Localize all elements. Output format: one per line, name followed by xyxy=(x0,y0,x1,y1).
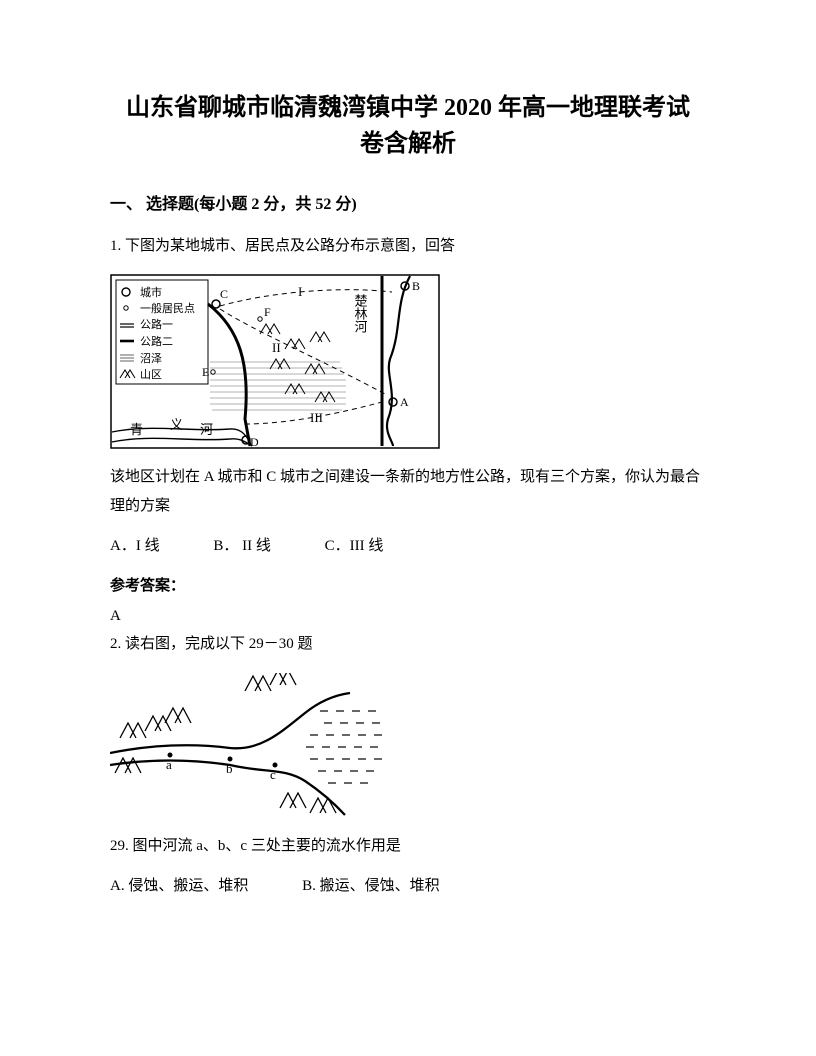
svg-text:F: F xyxy=(264,305,271,319)
svg-text:III: III xyxy=(310,410,323,425)
q1-option-a: A．I 线 xyxy=(110,534,160,558)
title-line-1: 山东省聊城市临清魏湾镇中学 2020 年高一地理联考试 xyxy=(126,95,690,121)
svg-text:城市: 城市 xyxy=(140,285,162,299)
svg-text:c: c xyxy=(270,767,276,782)
svg-text:公路一: 公路一 xyxy=(140,318,173,331)
river-svg: a b c xyxy=(110,673,410,818)
svg-text:B: B xyxy=(412,279,420,293)
svg-text:沼泽: 沼泽 xyxy=(140,351,162,365)
page-title: 山东省聊城市临清魏湾镇中学 2020 年高一地理联考试 卷含解析 xyxy=(110,90,706,162)
svg-text:II: II xyxy=(272,340,281,355)
svg-text:河: 河 xyxy=(200,422,213,437)
q1-answer: A xyxy=(110,604,706,628)
section-heading: 一、 选择题(每小题 2 分，共 52 分) xyxy=(110,192,706,218)
svg-text:a: a xyxy=(166,757,172,772)
answer-label: 参考答案： xyxy=(110,574,706,598)
q2-stem: 2. 读右图，完成以下 29－30 题 xyxy=(110,630,706,659)
q1-option-b: B． II 线 xyxy=(213,534,271,558)
svg-text:一般居民点: 一般居民点 xyxy=(140,302,195,315)
q1-stem: 1. 下图为某地城市、居民点及公路分布示意图，回答 xyxy=(110,232,706,261)
svg-text:义: 义 xyxy=(170,417,183,432)
q1-option-c: C．III 线 xyxy=(325,534,384,558)
q2-sub29: 29. 图中河流 a、b、c 三处主要的流水作用是 xyxy=(110,832,706,861)
q2-option-a: A. 侵蚀、搬运、堆积 xyxy=(110,874,248,898)
svg-text:E: E xyxy=(202,365,209,379)
svg-text:C: C xyxy=(220,287,228,301)
map-svg: 城市 一般居民点 公路一 公路二 沼泽 山区 xyxy=(110,274,440,449)
svg-text:I: I xyxy=(298,284,302,299)
svg-text:青: 青 xyxy=(130,422,143,437)
q2-option-b: B. 搬运、侵蚀、堆积 xyxy=(302,874,440,898)
q2-diagram-figure: a b c xyxy=(110,673,706,818)
q1-context: 该地区计划在 A 城市和 C 城市之间建设一条新的地方性公路，现有三个方案，你认… xyxy=(110,463,706,520)
q1-options: A．I 线 B． II 线 C．III 线 xyxy=(110,534,706,558)
svg-text:D: D xyxy=(250,435,259,449)
title-line-2: 卷含解析 xyxy=(360,131,456,157)
exam-page: 山东省聊城市临清魏湾镇中学 2020 年高一地理联考试 卷含解析 一、 选择题(… xyxy=(0,0,816,972)
q2-options: A. 侵蚀、搬运、堆积 B. 搬运、侵蚀、堆积 xyxy=(110,874,706,898)
svg-text:山区: 山区 xyxy=(140,368,162,381)
svg-text:公路二: 公路二 xyxy=(140,335,173,348)
q1-map-figure: 城市 一般居民点 公路一 公路二 沼泽 山区 xyxy=(110,274,706,449)
svg-text:b: b xyxy=(226,761,233,776)
svg-text:A: A xyxy=(400,395,409,409)
svg-text:楚林河: 楚林河 xyxy=(353,294,368,333)
